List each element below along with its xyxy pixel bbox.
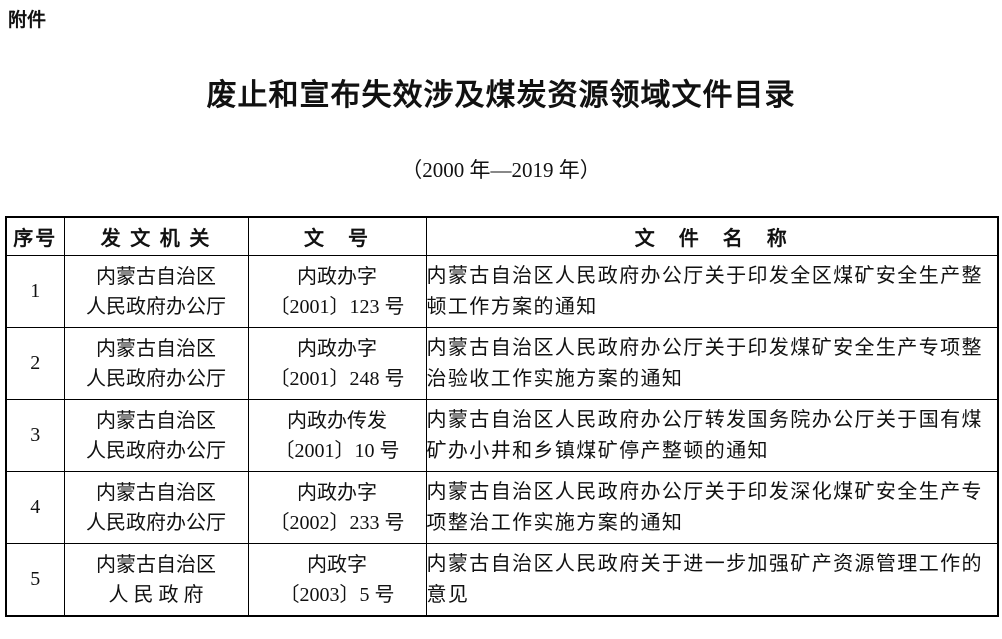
doc-number-line-1: 内政字 [307, 553, 367, 576]
doc-number-cell: 内政办传发 〔2001〕10 号 [247, 399, 427, 472]
table-row: 4 内蒙古自治区 人民政府办公厅 内政办字 〔2002〕233 号 内蒙古自治区… [5, 471, 999, 544]
doc-number-line-1: 内政办字 [297, 265, 377, 288]
table-header-row: 序号 发 文 机 关 文 号 文 件 名 称 [5, 216, 999, 256]
agency-cell: 内蒙古自治区 人 民 政 府 [63, 543, 249, 617]
table-row: 3 内蒙古自治区 人民政府办公厅 内政办传发 〔2001〕10 号 内蒙古自治区… [5, 399, 999, 472]
agency-cell: 内蒙古自治区 人民政府办公厅 [63, 255, 249, 328]
doc-number-line-2: 〔2002〕233 号 [269, 511, 405, 534]
agency-line-1: 内蒙古自治区 [96, 337, 216, 360]
doc-name-cell: 内蒙古自治区人民政府办公厅关于印发全区煤矿安全生产整顿工作方案的通知 [425, 255, 999, 328]
document-table: 序号 发 文 机 关 文 号 文 件 名 称 1 内蒙古自治区 人民政府办公厅 … [5, 216, 999, 617]
doc-number-cell: 内政办字 〔2001〕123 号 [247, 255, 427, 328]
doc-number-line-1: 内政办字 [297, 481, 377, 504]
doc-number-line-1: 内政办字 [297, 337, 377, 360]
agency-cell: 内蒙古自治区 人民政府办公厅 [63, 471, 249, 544]
doc-number-cell: 内政办字 〔2002〕233 号 [247, 471, 427, 544]
column-header-doc-number: 文 号 [247, 216, 427, 256]
agency-cell: 内蒙古自治区 人民政府办公厅 [63, 327, 249, 400]
doc-number-line-2: 〔2001〕248 号 [269, 367, 405, 390]
agency-line-2: 人 民 政 府 [108, 583, 204, 606]
doc-number-line-1: 内政办传发 [287, 409, 387, 432]
agency-cell: 内蒙古自治区 人民政府办公厅 [63, 399, 249, 472]
serial-cell: 4 [5, 471, 65, 544]
column-header-agency: 发 文 机 关 [63, 216, 249, 256]
table-row: 2 内蒙古自治区 人民政府办公厅 内政办字 〔2001〕248 号 内蒙古自治区… [5, 327, 999, 400]
agency-line-1: 内蒙古自治区 [96, 265, 216, 288]
doc-name-cell: 内蒙古自治区人民政府办公厅关于印发煤矿安全生产专项整治验收工作实施方案的通知 [425, 327, 999, 400]
table-row: 5 内蒙古自治区 人 民 政 府 内政字 〔2003〕5 号 内蒙古自治区人民政… [5, 543, 999, 617]
doc-name-cell: 内蒙古自治区人民政府办公厅转发国务院办公厅关于国有煤矿办小井和乡镇煤矿停产整顿的… [425, 399, 999, 472]
doc-number-line-2: 〔2003〕5 号 [279, 583, 395, 606]
serial-cell: 2 [5, 327, 65, 400]
agency-line-1: 内蒙古自治区 [96, 553, 216, 576]
page-title: 废止和宣布失效涉及煤炭资源领域文件目录 [206, 79, 796, 112]
column-header-serial: 序号 [5, 216, 65, 256]
doc-number-line-2: 〔2001〕10 号 [274, 439, 400, 462]
doc-number-line-2: 〔2001〕123 号 [269, 295, 405, 318]
column-header-doc-name: 文 件 名 称 [425, 216, 999, 256]
agency-line-2: 人民政府办公厅 [86, 367, 226, 390]
doc-name-cell: 内蒙古自治区人民政府关于进一步加强矿产资源管理工作的意见 [425, 543, 999, 617]
serial-cell: 3 [5, 399, 65, 472]
table-row: 1 内蒙古自治区 人民政府办公厅 内政办字 〔2001〕123 号 内蒙古自治区… [5, 255, 999, 328]
serial-cell: 5 [5, 543, 65, 617]
serial-cell: 1 [5, 255, 65, 328]
agency-line-1: 内蒙古自治区 [96, 409, 216, 432]
attachment-label: 附件 [8, 10, 47, 31]
agency-line-2: 人民政府办公厅 [86, 511, 226, 534]
doc-number-cell: 内政字 〔2003〕5 号 [247, 543, 427, 617]
agency-line-2: 人民政府办公厅 [86, 439, 226, 462]
agency-line-2: 人民政府办公厅 [86, 295, 226, 318]
doc-name-cell: 内蒙古自治区人民政府办公厅关于印发深化煤矿安全生产专项整治工作实施方案的通知 [425, 471, 999, 544]
agency-line-1: 内蒙古自治区 [96, 481, 216, 504]
doc-number-cell: 内政办字 〔2001〕248 号 [247, 327, 427, 400]
page-subtitle: （2000 年—2019 年） [401, 158, 601, 182]
